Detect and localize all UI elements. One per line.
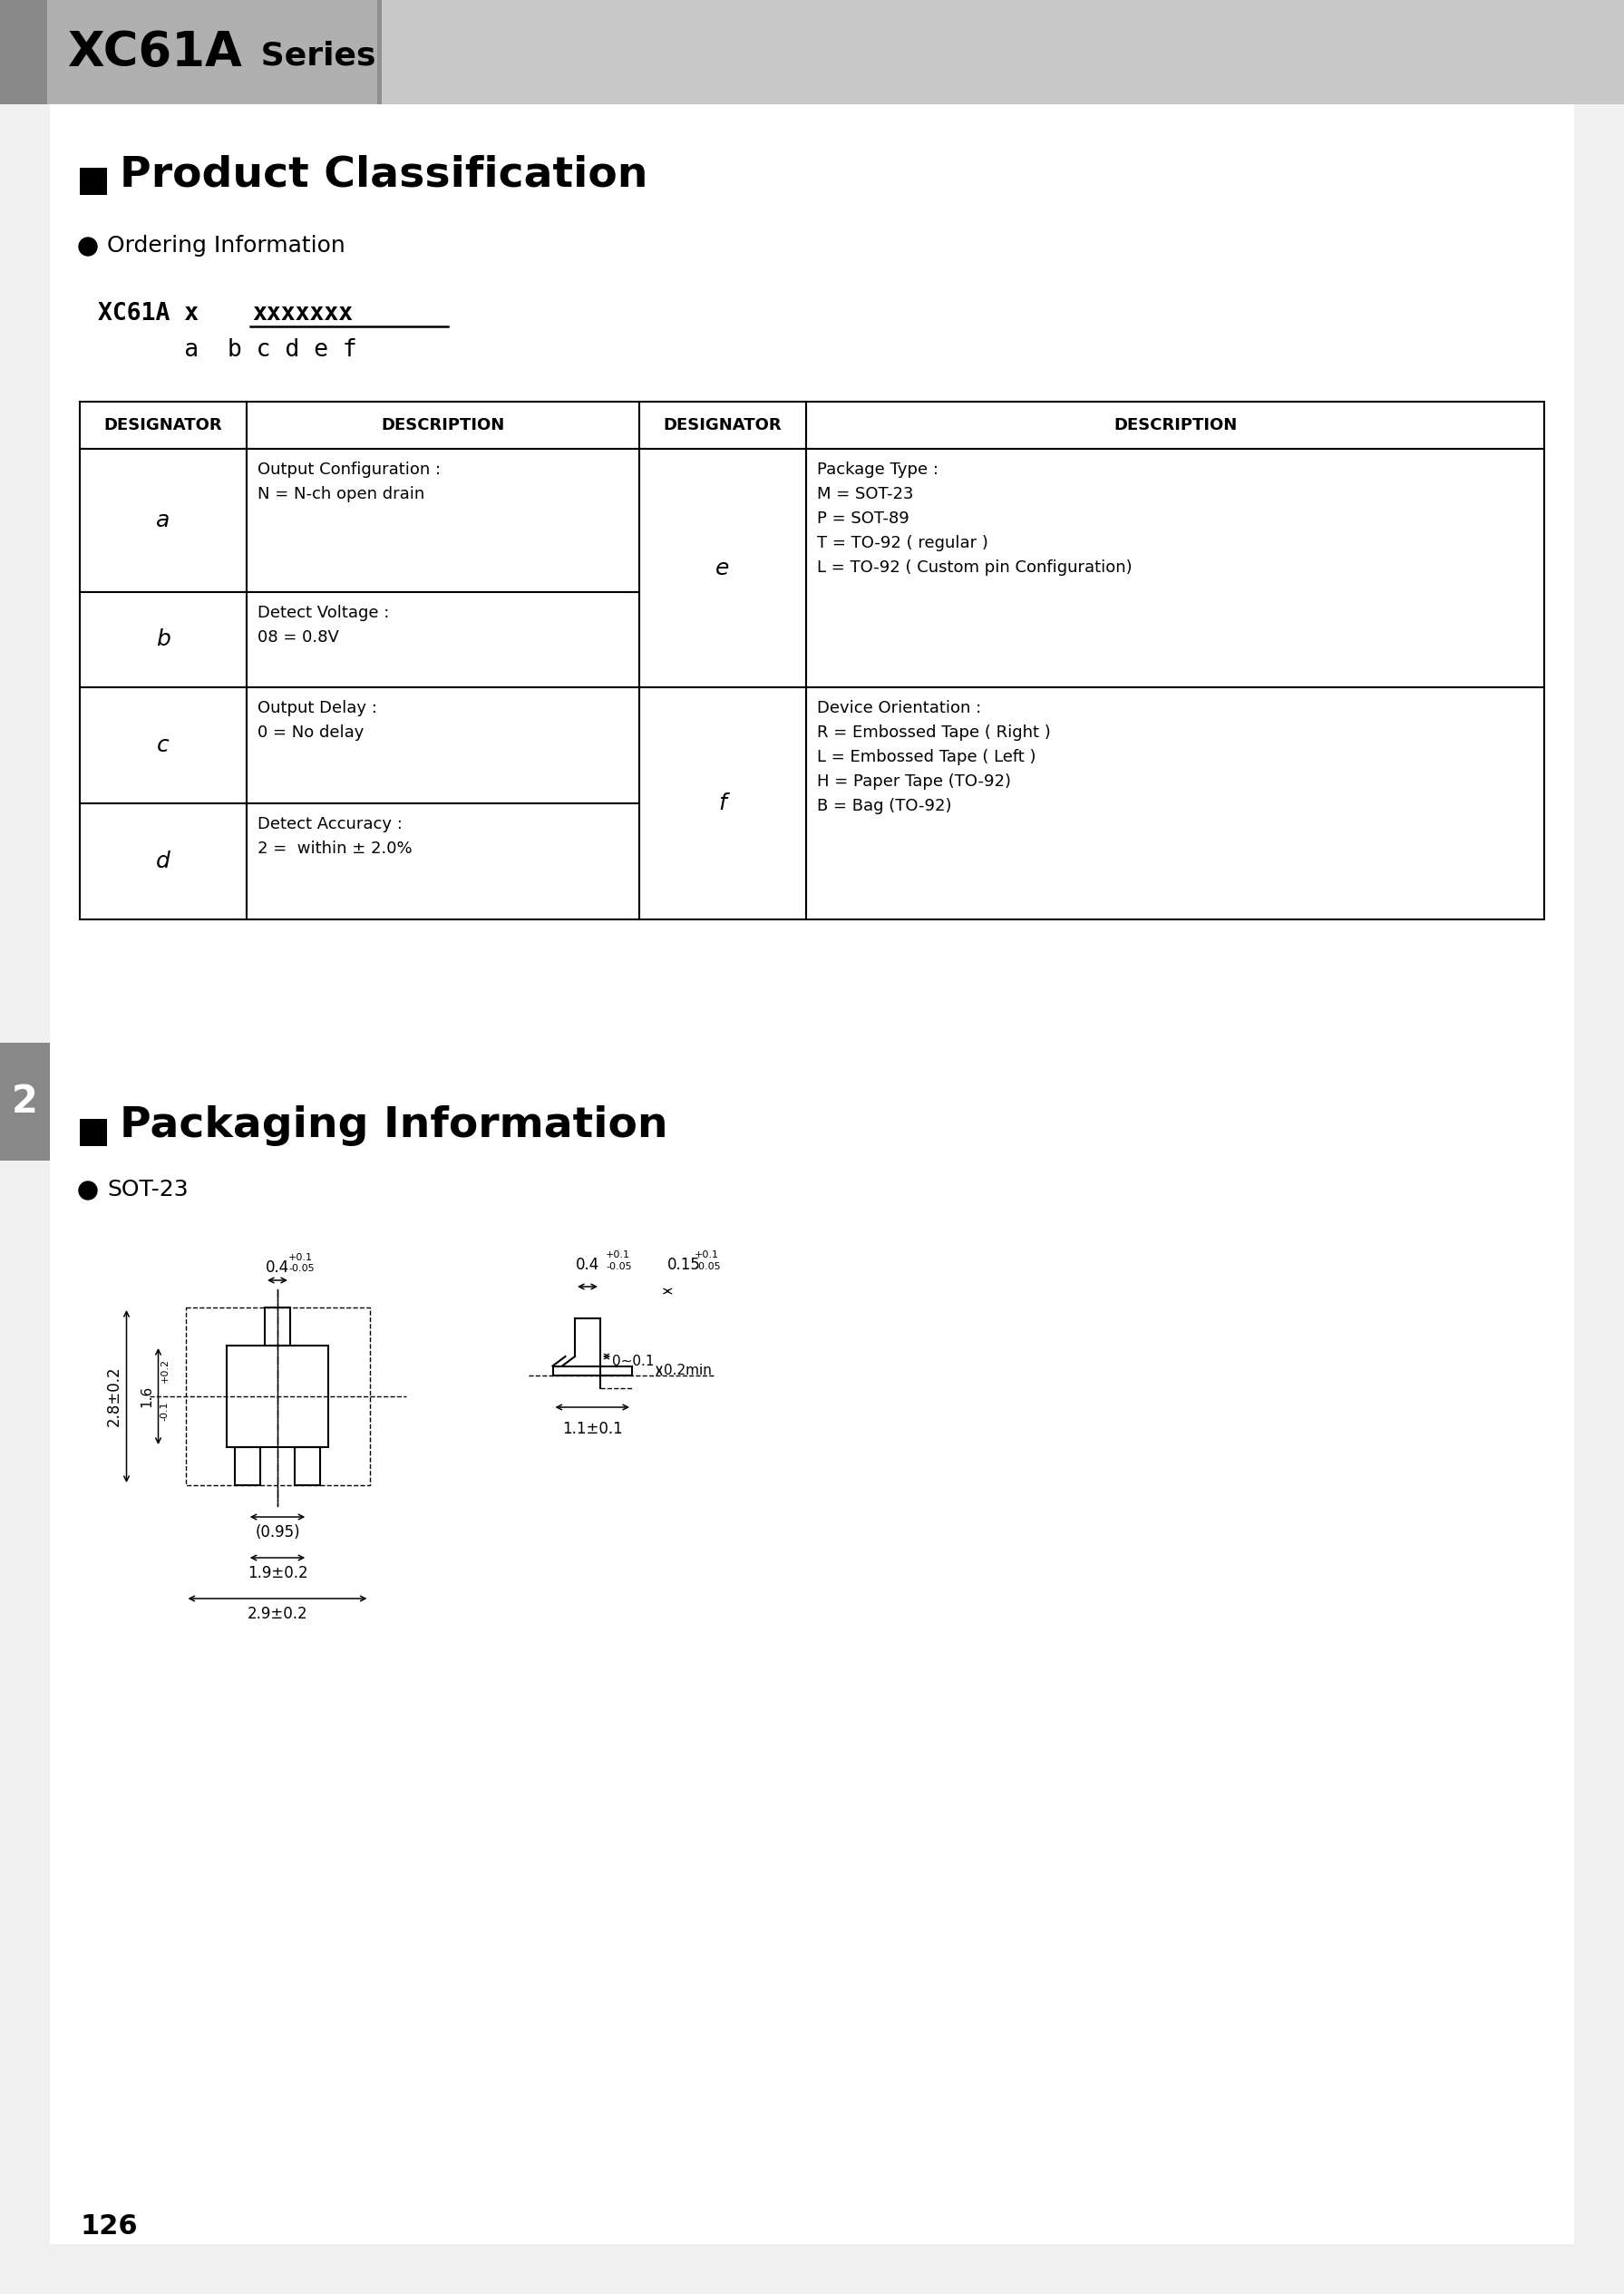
Bar [806, 450, 1544, 688]
Text: a: a [156, 509, 171, 532]
Text: Packaging Information: Packaging Information [120, 1106, 667, 1147]
Text: f: f [719, 791, 726, 814]
Bar [80, 450, 247, 592]
Text: (0.95): (0.95) [255, 1523, 300, 1542]
Bar [382, 0, 1624, 103]
Bar [640, 401, 806, 450]
Text: xxxxxxx: xxxxxxx [252, 303, 352, 326]
Text: -0.05: -0.05 [289, 1264, 315, 1273]
Text: DESIGNATOR: DESIGNATOR [104, 418, 222, 434]
Bar [247, 803, 640, 920]
Bar [47, 0, 382, 103]
Circle shape [80, 239, 97, 255]
Text: DESIGNATOR: DESIGNATOR [664, 418, 781, 434]
Bar [80, 803, 247, 920]
Text: 1.6: 1.6 [140, 1386, 154, 1406]
Text: e: e [716, 557, 729, 578]
Text: 0.2min: 0.2min [664, 1365, 711, 1376]
Text: +0.1: +0.1 [695, 1250, 719, 1259]
Bar [0, 0, 47, 103]
Text: +0.1: +0.1 [289, 1253, 313, 1262]
Text: 2.8±0.2: 2.8±0.2 [106, 1367, 122, 1427]
Text: DESCRIPTION: DESCRIPTION [1114, 418, 1237, 434]
Text: c: c [158, 734, 169, 757]
Bar [247, 450, 640, 592]
Text: -0.05: -0.05 [606, 1262, 632, 1271]
Bar [806, 688, 1544, 920]
Text: 1.9±0.2: 1.9±0.2 [247, 1565, 307, 1581]
Text: Package Type :
M = SOT-23
P = SOT-89
T = TO-92 ( regular )
L = TO-92 ( Custom pi: Package Type : M = SOT-23 P = SOT-89 T =… [817, 461, 1132, 576]
Bar [80, 1119, 107, 1147]
Text: Output Configuration :
N = N-ch open drain: Output Configuration : N = N-ch open dra… [258, 461, 440, 502]
Bar [227, 1347, 328, 1448]
Text: b: b [156, 629, 171, 651]
Bar [185, 1308, 370, 1484]
Bar [806, 401, 1544, 450]
Text: 0.15: 0.15 [667, 1257, 702, 1273]
Text: 126: 126 [80, 2214, 138, 2239]
Text: Detect Accuracy :
2 =  within ± 2.0%: Detect Accuracy : 2 = within ± 2.0% [258, 817, 412, 858]
Text: DESCRIPTION: DESCRIPTION [382, 418, 505, 434]
Bar [377, 0, 382, 103]
Bar [234, 1448, 260, 1484]
Text: 0~0.1: 0~0.1 [612, 1353, 654, 1367]
Text: d: d [156, 851, 171, 872]
Text: 1.1±0.1: 1.1±0.1 [562, 1420, 622, 1436]
Bar [296, 1448, 320, 1484]
Bar [247, 592, 640, 688]
Text: -0.05: -0.05 [695, 1262, 721, 1271]
Text: SOT-23: SOT-23 [107, 1179, 188, 1200]
Text: +0.2: +0.2 [161, 1358, 169, 1383]
Bar [247, 688, 640, 803]
Bar [80, 167, 107, 195]
Text: XC61A: XC61A [68, 28, 242, 76]
Text: a  b c d e f: a b c d e f [97, 337, 357, 362]
Text: 2.9±0.2: 2.9±0.2 [247, 1606, 307, 1622]
Bar [80, 592, 247, 688]
Bar [0, 0, 1624, 103]
Bar [80, 688, 247, 803]
Text: Ordering Information: Ordering Information [107, 234, 346, 257]
Text: Series: Series [250, 41, 375, 71]
Text: XC61A x: XC61A x [97, 303, 227, 326]
Bar [247, 401, 640, 450]
Text: +0.1: +0.1 [606, 1250, 630, 1259]
Text: 2: 2 [11, 1083, 37, 1122]
Bar [640, 688, 806, 920]
Bar [640, 450, 806, 688]
Text: 0.4: 0.4 [266, 1259, 289, 1275]
Text: -0.1: -0.1 [161, 1402, 169, 1420]
Bar [80, 401, 247, 450]
Text: Output Delay :
0 = No delay: Output Delay : 0 = No delay [258, 700, 377, 741]
Text: Detect Voltage :
08 = 0.8V: Detect Voltage : 08 = 0.8V [258, 606, 390, 645]
Text: Product Classification: Product Classification [120, 154, 648, 195]
Bar [0, 1044, 50, 1161]
Text: 0.4: 0.4 [575, 1257, 599, 1273]
Bar [265, 1308, 291, 1347]
Text: Device Orientation :
R = Embossed Tape ( Right )
L = Embossed Tape ( Left )
H = : Device Orientation : R = Embossed Tape (… [817, 700, 1051, 814]
Circle shape [80, 1181, 97, 1200]
